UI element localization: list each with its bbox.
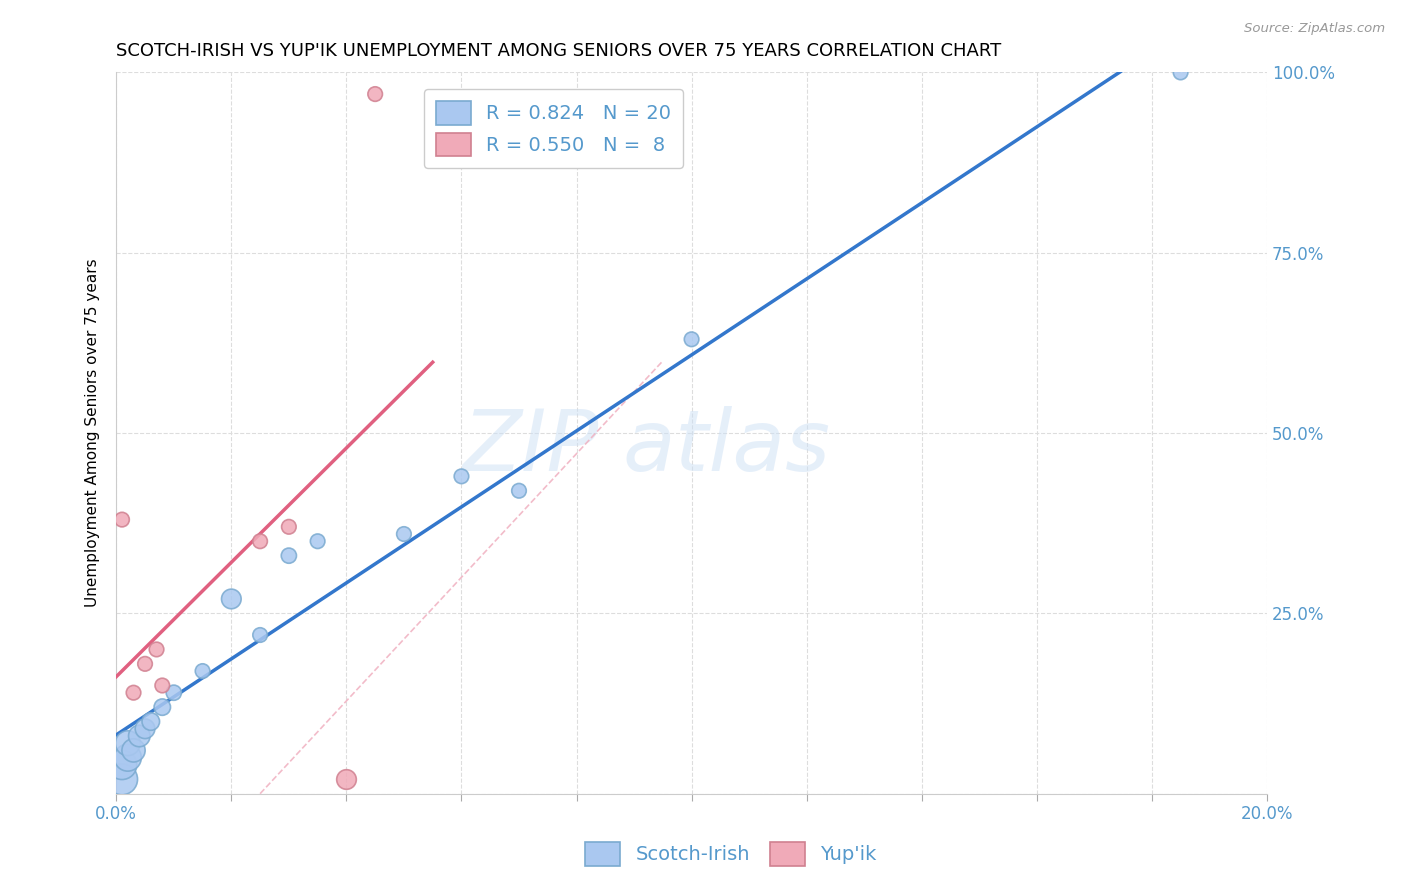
Point [134,722,156,736]
Point [111,757,134,772]
Point [307,534,329,549]
Text: SCOTCH-IRISH VS YUP'IK UNEMPLOYMENT AMONG SENIORS OVER 75 YEARS CORRELATION CHAR: SCOTCH-IRISH VS YUP'IK UNEMPLOYMENT AMON… [117,42,1001,60]
Point [150,678,173,692]
Point [221,591,243,606]
Point [191,664,214,678]
Point [249,628,271,642]
Point [277,549,299,563]
Point [122,743,145,757]
Point [508,483,530,498]
Point [1170,65,1192,79]
Point [335,772,357,787]
Point [145,642,167,657]
Text: ZIP: ZIP [464,406,599,489]
Legend: R = 0.824   N = 20, R = 0.550   N =  8: R = 0.824 N = 20, R = 0.550 N = 8 [425,89,683,168]
Point [122,686,145,700]
Y-axis label: Unemployment Among Seniors over 75 years: Unemployment Among Seniors over 75 years [86,259,100,607]
Point [128,729,150,743]
Point [277,520,299,534]
Point [249,534,271,549]
Point [392,527,415,541]
Point [117,750,139,764]
Point [111,772,134,787]
Point [111,513,134,527]
Point [150,700,173,714]
Text: Source: ZipAtlas.com: Source: ZipAtlas.com [1244,22,1385,36]
Text: atlas: atlas [623,406,831,489]
Legend: Scotch-Irish, Yup'ik: Scotch-Irish, Yup'ik [578,834,884,873]
Point [681,332,703,346]
Point [163,686,186,700]
Point [134,657,156,671]
Point [450,469,472,483]
Point [117,736,139,750]
Point [139,714,162,729]
Point [364,87,387,101]
